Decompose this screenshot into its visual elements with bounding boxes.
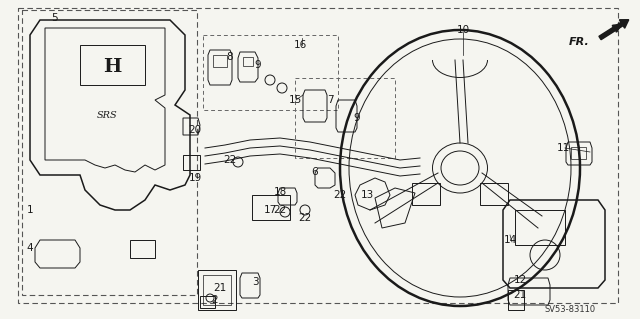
Text: 22: 22 — [273, 205, 287, 215]
Text: 16: 16 — [293, 40, 307, 50]
Text: 3: 3 — [252, 277, 259, 287]
Bar — [515, 210, 565, 245]
Text: 12: 12 — [513, 275, 527, 285]
Text: 20: 20 — [188, 125, 202, 135]
Text: 8: 8 — [227, 52, 234, 62]
Bar — [203, 275, 231, 305]
Text: 4: 4 — [27, 243, 33, 253]
Text: H: H — [103, 58, 121, 76]
Text: 22: 22 — [298, 213, 312, 223]
Text: 9: 9 — [354, 113, 360, 123]
Text: 2: 2 — [212, 295, 218, 305]
Text: 19: 19 — [188, 173, 202, 183]
Bar — [571, 147, 586, 159]
Bar — [295, 78, 395, 158]
Text: 10: 10 — [456, 25, 470, 35]
Text: SV53-83110: SV53-83110 — [545, 306, 596, 315]
Text: FR.: FR. — [569, 37, 590, 47]
Text: 15: 15 — [289, 95, 301, 105]
Text: 6: 6 — [312, 167, 318, 177]
Text: 21: 21 — [513, 290, 527, 300]
FancyArrow shape — [599, 20, 628, 40]
Bar — [80, 45, 145, 85]
Bar — [203, 35, 338, 110]
Bar — [412, 183, 440, 205]
Text: 5: 5 — [52, 13, 58, 23]
Bar — [213, 55, 227, 67]
Text: 13: 13 — [360, 190, 374, 200]
Bar — [252, 195, 290, 220]
Text: 7: 7 — [326, 95, 333, 105]
Text: 17: 17 — [264, 205, 276, 215]
Bar — [243, 57, 253, 66]
Bar — [480, 183, 508, 205]
Text: 9: 9 — [255, 60, 261, 70]
Text: 11: 11 — [556, 143, 570, 153]
Bar — [22, 10, 197, 295]
Text: 14: 14 — [504, 235, 516, 245]
Text: 1: 1 — [27, 205, 33, 215]
Text: 18: 18 — [273, 187, 287, 197]
Text: SRS: SRS — [97, 110, 117, 120]
Text: 22: 22 — [333, 190, 347, 200]
Bar — [198, 270, 236, 310]
Text: 22: 22 — [223, 155, 237, 165]
Text: 21: 21 — [213, 283, 227, 293]
